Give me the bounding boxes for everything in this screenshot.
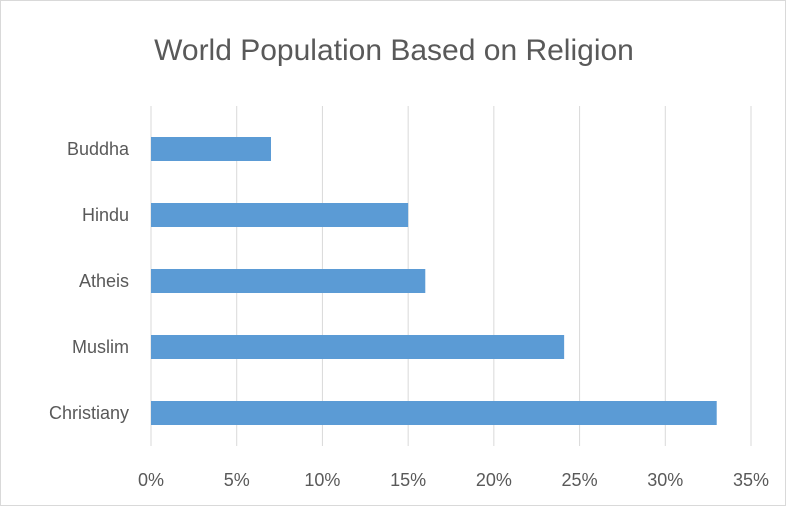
x-tick-label: 30% — [647, 470, 683, 490]
x-tick-label: 5% — [224, 470, 250, 490]
bar-buddha — [151, 137, 271, 161]
bar-christiany — [151, 401, 717, 425]
category-label: Christiany — [49, 403, 129, 423]
chart-title: World Population Based on Religion — [154, 34, 634, 67]
x-tick-label: 35% — [733, 470, 769, 490]
bar-muslim — [151, 335, 565, 359]
category-label: Hindu — [82, 205, 129, 225]
x-tick-label: 15% — [390, 470, 426, 490]
bar-atheis — [151, 269, 426, 293]
category-label: Atheis — [79, 271, 129, 291]
category-labels: Buddha Hindu Atheis Muslim Christiany — [49, 139, 130, 423]
x-tick-label: 20% — [476, 470, 512, 490]
category-label: Muslim — [72, 337, 129, 357]
category-label: Buddha — [67, 139, 130, 159]
x-tick-label: 0% — [138, 470, 164, 490]
bars — [151, 137, 717, 425]
x-tick-labels: 0% 5% 10% 15% 20% 25% 30% 35% — [138, 470, 769, 490]
bar-hindu — [151, 203, 409, 227]
x-tick-label: 10% — [304, 470, 340, 490]
x-tick-label: 25% — [562, 470, 598, 490]
